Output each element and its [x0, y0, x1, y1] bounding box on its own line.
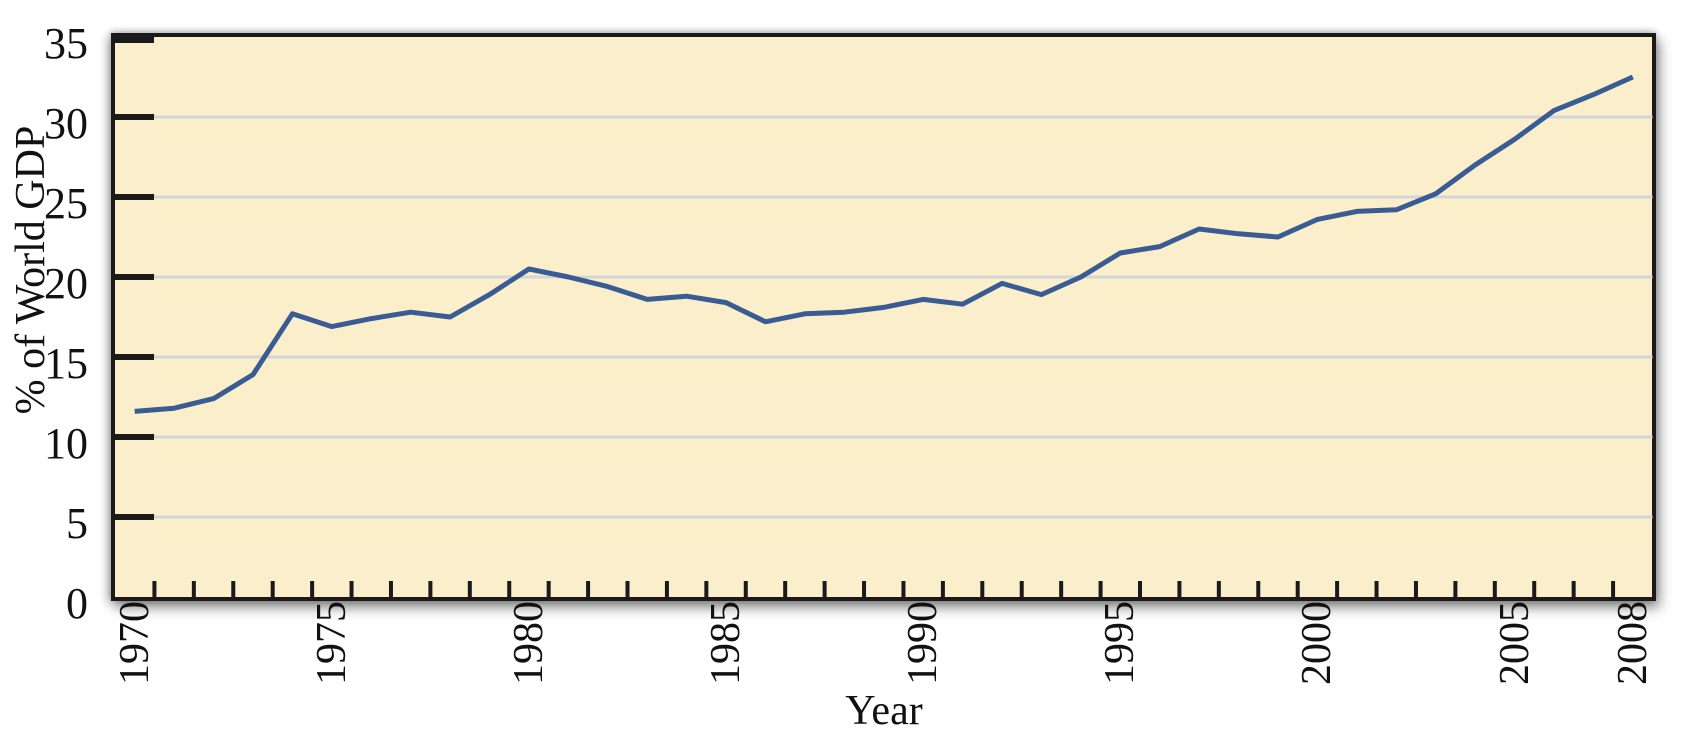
x-tick-label: 1995: [1097, 601, 1144, 685]
x-tick-label: 1990: [900, 601, 947, 685]
y-tick-label: 25: [44, 179, 88, 228]
x-tick-label: 2000: [1294, 601, 1341, 685]
x-tick-label: 1985: [703, 601, 750, 685]
x-tick-label: 1980: [505, 601, 552, 685]
x-tick-label: 2005: [1491, 601, 1538, 685]
gridlines: [154, 115, 1653, 519]
x-tick-label: 2008: [1609, 601, 1656, 685]
y-tick-label: 35: [44, 19, 88, 68]
x-axis-ticks: [152, 581, 1616, 597]
y-tick-label: 5: [66, 499, 88, 548]
y-tick-label: 30: [44, 99, 88, 148]
x-tick-label: 1975: [308, 601, 355, 685]
gdp-share-line: [134, 74, 1634, 414]
y-tick-label: 20: [44, 259, 88, 308]
y-tick-label: 10: [44, 419, 88, 468]
x-tick-label: 1970: [111, 601, 158, 685]
y-axis-title: % of World GDP: [8, 125, 54, 415]
chart-svg: [115, 37, 1653, 597]
y-tick-label: 0: [66, 579, 88, 628]
y-axis-ticks: [115, 37, 154, 520]
y-tick-label: 15: [44, 339, 88, 388]
x-axis-title: Year: [845, 688, 923, 734]
